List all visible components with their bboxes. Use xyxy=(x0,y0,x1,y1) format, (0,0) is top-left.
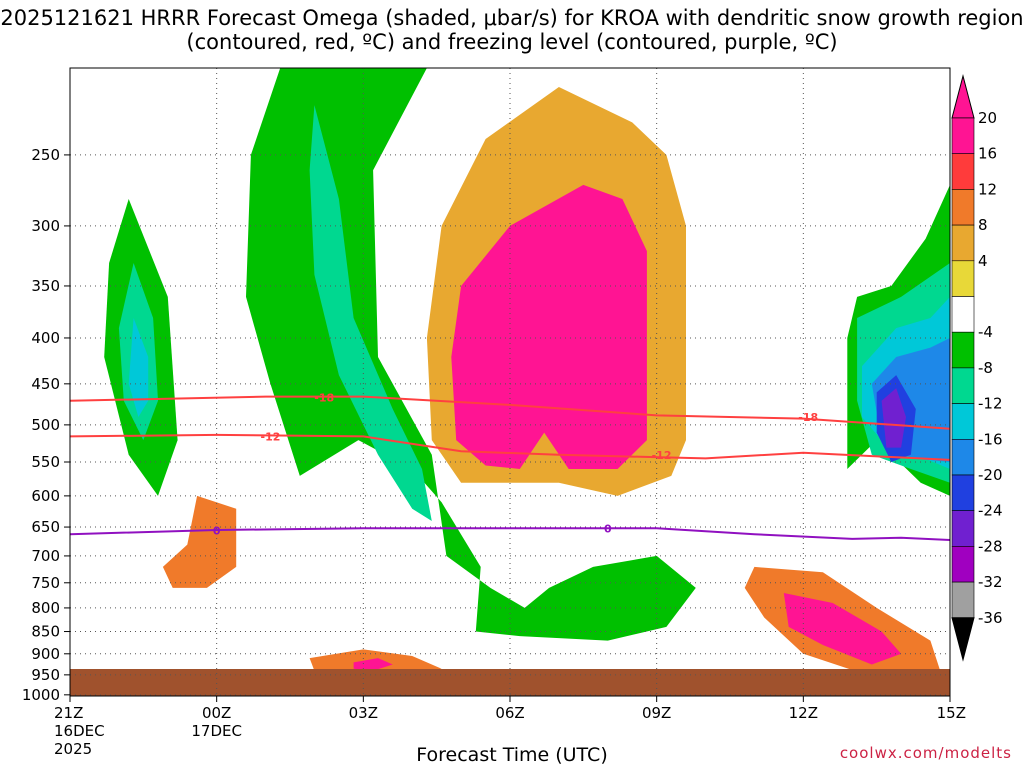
colorbar-label-6: -8 xyxy=(978,359,993,377)
x-tick-sublabel-00Z: 17DEC xyxy=(191,722,242,740)
y-tick-label-550: 550 xyxy=(31,453,60,471)
y-tick-label-600: 600 xyxy=(31,487,60,505)
y-tick-label-750: 750 xyxy=(31,574,60,592)
x-tick-label-15Z: 15Z xyxy=(937,704,966,722)
y-tick-label-700: 700 xyxy=(31,547,60,565)
y-tick-label-450: 450 xyxy=(31,375,60,393)
x-tick-label-00Z: 00Z xyxy=(202,704,231,722)
colorbar-label-11: -28 xyxy=(978,537,1003,555)
y-tick-label-500: 500 xyxy=(31,416,60,434)
grid-lines xyxy=(69,68,951,696)
colorbar-swatch-13 xyxy=(951,581,975,619)
x-tick-sublabel2-21Z: 2025 xyxy=(54,740,92,758)
colorbar-label-1: 16 xyxy=(978,145,997,163)
colorbar-label-5: -4 xyxy=(978,323,993,341)
contour-line-m18-0 xyxy=(70,395,950,430)
omega-region-13 xyxy=(162,495,237,588)
colorbar-swatch-12 xyxy=(951,546,975,583)
colorbar-label-10: -24 xyxy=(978,502,1003,520)
colorbar: 20 16 12 8 4 -4 -8 -12 -16 -20 -24 -28 -32 -36 xyxy=(951,74,1003,662)
colorbar-swatch-10 xyxy=(951,474,975,512)
colorbar-swatch-9 xyxy=(951,438,975,476)
contour-label-5: 0 xyxy=(604,522,612,535)
colorbar-label-8: -16 xyxy=(978,430,1003,448)
contour-label-2: -12 xyxy=(652,449,672,462)
y-tick-label-300: 300 xyxy=(31,217,60,235)
y-tick-label-850: 850 xyxy=(31,623,60,641)
omega-region-17 xyxy=(353,658,393,671)
omega-shading xyxy=(104,68,950,675)
colorbar-swatch-3 xyxy=(951,224,975,262)
colorbar-label-7: -12 xyxy=(978,395,1003,413)
chart-title: 2025121621 HRRR Forecast Omega (shaded, … xyxy=(0,6,1024,54)
colorbar-swatch-11 xyxy=(951,510,975,547)
y-tick-label-250: 250 xyxy=(31,146,60,164)
credit-link[interactable]: coolwx.com/modelts xyxy=(839,744,1012,762)
x-tick-label-09Z: 09Z xyxy=(642,704,671,722)
temperature-contours: -18 -12 -12 -18 0 0 xyxy=(70,391,950,541)
colorbar-swatch-4 xyxy=(951,260,975,297)
omega-region-4 xyxy=(128,318,149,417)
contour-line-0-2 xyxy=(70,527,950,541)
y-tick-label-800: 800 xyxy=(31,599,60,617)
y-tick-label-950: 950 xyxy=(31,666,60,684)
colorbar-label-4: 4 xyxy=(978,252,988,270)
y-tick-label-350: 350 xyxy=(31,277,60,295)
omega-region-15 xyxy=(783,593,902,665)
x-axis-label: Forecast Time (UTC) xyxy=(416,744,608,766)
colorbar-bottom-arrow xyxy=(951,617,975,662)
colorbar-label-3: 8 xyxy=(978,216,988,234)
x-tick-label-12Z: 12Z xyxy=(789,704,818,722)
colorbar-top-arrow xyxy=(951,74,975,119)
y-tick-label-900: 900 xyxy=(31,645,60,663)
contour-label-1: -12 xyxy=(261,430,281,443)
contour-label-0: -18 xyxy=(314,391,334,404)
colorbar-swatch-8 xyxy=(951,403,975,440)
x-tick-sublabel-21Z: 16DEC xyxy=(54,722,105,740)
y-tick-label-650: 650 xyxy=(31,518,60,536)
colorbar-label-9: -20 xyxy=(978,466,1003,484)
x-tick-label-03Z: 03Z xyxy=(349,704,378,722)
contour-line-m12-1 xyxy=(70,433,950,461)
colorbar-swatch-1 xyxy=(951,153,975,190)
contour-label-4: 0 xyxy=(213,525,221,538)
y-tick-label-1000: 1000 xyxy=(22,686,60,704)
colorbar-swatch-5 xyxy=(951,296,975,333)
colorbar-label-0: 20 xyxy=(978,109,997,127)
x-tick-label-21Z: 21Z xyxy=(54,704,83,722)
colorbar-label-2: 12 xyxy=(978,180,997,198)
colorbar-label-13: -36 xyxy=(978,609,1003,627)
colorbar-label-12: -32 xyxy=(978,573,1003,591)
contour-label-3: -18 xyxy=(798,411,818,424)
x-tick-label-06Z: 06Z xyxy=(495,704,524,722)
colorbar-swatch-7 xyxy=(951,367,975,404)
y-tick-label-400: 400 xyxy=(31,329,60,347)
y-axis: 250 300 350 400 450 500 550 600 650 700 750 800 850 9… xyxy=(22,146,70,704)
colorbar-swatch-2 xyxy=(951,189,975,226)
omega-region-0 xyxy=(246,68,696,641)
omega-region-10 xyxy=(881,388,906,448)
colorbar-swatch-6 xyxy=(951,331,975,369)
colorbar-swatch-0 xyxy=(951,117,975,155)
omega-region-12 xyxy=(451,184,647,469)
